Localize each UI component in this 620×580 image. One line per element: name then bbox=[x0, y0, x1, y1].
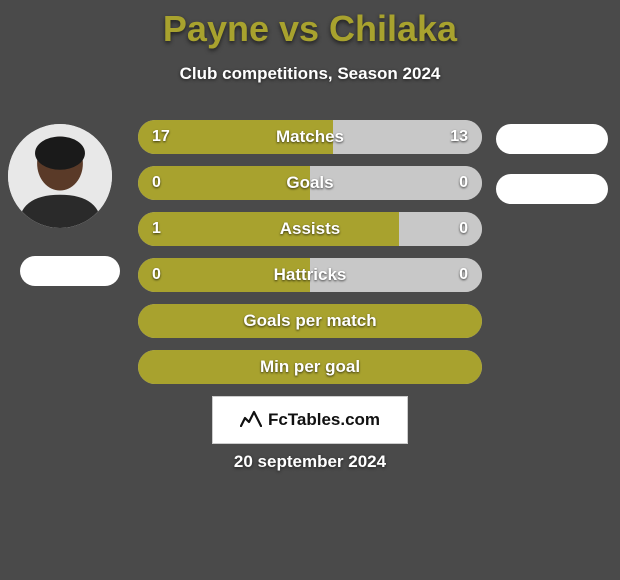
stat-rows: 1713Matches 00Goals 10Assists 00Hattricks Go… bbox=[138, 120, 482, 396]
stat-row: 1713Matches bbox=[138, 120, 482, 154]
player-left-name-placeholder bbox=[20, 256, 120, 286]
source-brand: FcTables.com bbox=[268, 410, 380, 430]
subtitle: Club competitions, Season 2024 bbox=[0, 64, 620, 84]
player-right-name-placeholder bbox=[496, 174, 608, 204]
date-text: 20 september 2024 bbox=[0, 452, 620, 472]
stat-label: Goals per match bbox=[138, 304, 482, 338]
stat-row: Goals per match bbox=[138, 304, 482, 338]
source-badge: FcTables.com bbox=[212, 396, 408, 444]
stat-label: Hattricks bbox=[138, 258, 482, 292]
stat-row: 00Goals bbox=[138, 166, 482, 200]
stat-label: Assists bbox=[138, 212, 482, 246]
comparison-card: Payne vs Chilaka Club competitions, Seas… bbox=[0, 0, 620, 580]
player-left-avatar bbox=[8, 124, 112, 228]
stat-row: 00Hattricks bbox=[138, 258, 482, 292]
stat-label: Min per goal bbox=[138, 350, 482, 384]
source-logo-icon bbox=[240, 409, 262, 432]
avatar-silhouette-icon bbox=[8, 124, 112, 228]
page-title: Payne vs Chilaka bbox=[0, 0, 620, 50]
stat-label: Matches bbox=[138, 120, 482, 154]
stat-row: 10Assists bbox=[138, 212, 482, 246]
player-right-avatar-placeholder bbox=[496, 124, 608, 154]
stat-row: Min per goal bbox=[138, 350, 482, 384]
stat-label: Goals bbox=[138, 166, 482, 200]
